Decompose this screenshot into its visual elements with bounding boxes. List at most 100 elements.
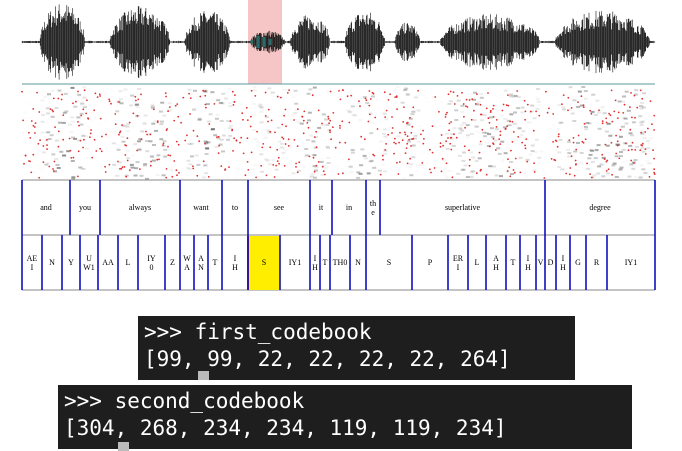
spectrogram-cell	[295, 108, 299, 111]
spectrogram-cell	[578, 90, 582, 93]
formant-dot	[653, 129, 655, 131]
spectrogram-cell	[471, 170, 476, 173]
spectrogram-cell	[167, 109, 172, 112]
formant-dot	[278, 162, 280, 165]
formant-dot	[233, 137, 236, 140]
spectrogram-cell	[438, 167, 442, 169]
spectrogram-cell	[587, 157, 592, 160]
phone-label: IY1	[288, 258, 302, 267]
spectrogram-cell	[325, 123, 330, 126]
phone-label: S	[261, 258, 267, 267]
spectrogram-cell	[352, 114, 357, 117]
formant-dot	[492, 104, 495, 107]
spectrogram-cell	[113, 131, 117, 133]
formant-dot	[152, 108, 155, 111]
formant-dot	[617, 111, 620, 114]
cursor	[118, 442, 129, 451]
formant-dot	[173, 160, 176, 162]
formant-dot	[228, 166, 230, 169]
spectrogram-cell	[61, 121, 66, 124]
spectrogram-cell	[584, 128, 589, 131]
spectrogram-cell	[624, 90, 629, 93]
formant-dot	[633, 94, 636, 97]
spectrogram-cell	[256, 141, 261, 144]
spectrogram-cell	[416, 164, 420, 166]
spectrogram-cell	[348, 165, 353, 168]
formant-dot	[121, 124, 123, 126]
formant-dot	[598, 109, 600, 112]
formant-dot	[82, 146, 84, 149]
spectrogram-cell	[183, 147, 187, 149]
formant-dot	[77, 121, 79, 123]
formant-dot	[554, 139, 557, 142]
spectrogram-cell	[115, 174, 120, 177]
formant-dot	[101, 135, 103, 138]
formant-dot	[342, 172, 344, 175]
formant-dot	[575, 163, 577, 166]
formant-dot	[601, 122, 604, 125]
spectrogram-cell	[494, 128, 499, 131]
spectrogram-cell	[552, 125, 556, 127]
formant-dot	[550, 158, 553, 160]
spectrogram-cell	[413, 137, 418, 140]
spectrogram-cell	[634, 145, 639, 148]
formant-dot	[421, 162, 424, 164]
spectrogram-cell	[408, 163, 413, 166]
spectrogram-cell	[287, 168, 291, 170]
formant-dot	[368, 104, 371, 107]
formant-dot	[232, 150, 234, 152]
spectrogram-cell	[462, 151, 466, 154]
formant-dot	[639, 149, 642, 152]
formant-dot	[359, 105, 361, 108]
spectrogram-cell	[549, 105, 553, 107]
formant-dot	[398, 141, 400, 144]
formant-dot	[267, 120, 269, 123]
formant-dot	[379, 173, 382, 176]
spectrogram-cell	[280, 147, 285, 150]
spectrogram-cell	[137, 87, 142, 90]
spectrogram-cell	[221, 92, 226, 95]
formant-dot	[439, 145, 442, 148]
formant-dot	[321, 122, 323, 125]
formant-dot	[641, 97, 644, 100]
word-label: always	[128, 203, 152, 212]
spectrogram-cell	[149, 155, 154, 158]
spectrogram-cell	[532, 143, 536, 145]
spectrogram-cell	[493, 139, 498, 142]
formant-dot	[85, 112, 87, 115]
phone-label: V	[537, 258, 544, 267]
spectrogram-cell	[469, 170, 474, 173]
spectrogram-cell	[616, 143, 621, 146]
formant-dot	[552, 141, 554, 143]
formant-dot	[348, 121, 351, 124]
formant-dot	[502, 103, 505, 106]
spectrogram-cell	[590, 161, 595, 163]
spectrogram-cell	[484, 131, 489, 134]
spectrogram-cell	[162, 140, 167, 143]
formant-dot	[283, 114, 285, 117]
spectrogram-cell	[590, 149, 595, 152]
spectrogram-cell	[90, 119, 94, 121]
spectrogram-cell	[91, 111, 95, 113]
spectrogram-cell	[126, 157, 131, 160]
formant-dot	[87, 117, 89, 120]
formant-dot	[644, 148, 647, 151]
spectrogram-cell	[614, 155, 619, 158]
spectrogram-cell	[205, 103, 210, 106]
spectrogram-cell	[46, 131, 51, 134]
word-label: you	[79, 203, 91, 212]
formant-dot	[329, 129, 331, 132]
spectrogram-cell	[59, 150, 64, 153]
formant-dot	[590, 112, 593, 115]
spectrogram-cell	[233, 177, 237, 179]
spectrogram-cell	[379, 140, 384, 143]
formant-dot	[464, 126, 466, 129]
spectrogram-cell	[474, 125, 479, 128]
formant-dot	[216, 136, 218, 139]
spectrogram-cell	[307, 119, 311, 122]
spectrogram-cell	[36, 153, 40, 155]
formant-dot	[409, 157, 411, 160]
spectrogram-cell	[517, 127, 522, 130]
formant-dot	[295, 162, 297, 165]
formant-dot	[394, 137, 396, 140]
